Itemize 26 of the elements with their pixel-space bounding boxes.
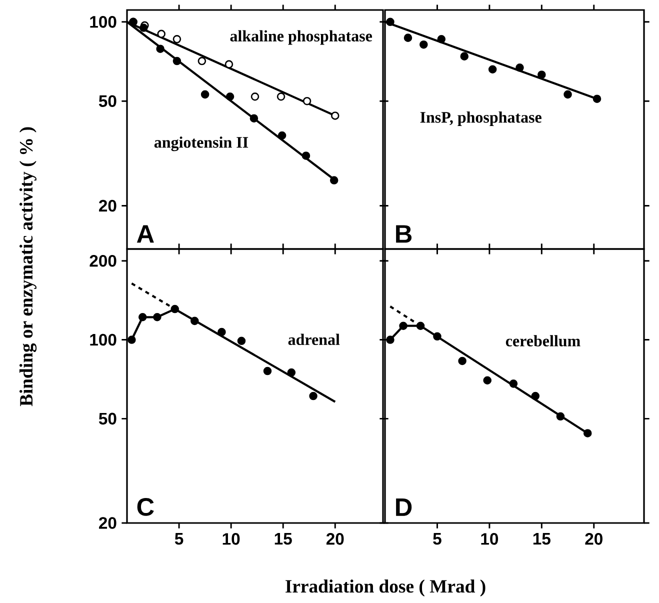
y-tick-label: 50 [98, 95, 116, 107]
x-tick-label: 5 [433, 533, 442, 545]
x-tick-label: 20 [326, 533, 344, 545]
y-tick-label: 20 [99, 200, 116, 212]
y-axis-title: Binding or enzymatic activity ( % ) [19, 127, 37, 406]
y-tick-label: 200 [90, 254, 116, 267]
y-tick-label: 100 [90, 16, 116, 28]
annotation: A [136, 225, 154, 243]
y-tick-label: 50 [98, 412, 116, 425]
annotation: C [137, 498, 154, 516]
x-tick-label: 10 [222, 533, 240, 545]
x-tick-label: 5 [174, 533, 184, 545]
annotation: alkaline phosphatase [230, 30, 372, 45]
x-tick-label: 20 [585, 533, 602, 545]
y-tick-label: 20 [99, 517, 116, 529]
annotation: B [396, 225, 412, 243]
x-tick-label: 10 [481, 533, 498, 545]
x-tick-label: 15 [533, 533, 550, 545]
annotation: angiotensin II [154, 136, 248, 152]
x-axis-title: Irradiation dose ( Mrad ) [286, 580, 486, 596]
annotation: D [396, 498, 412, 516]
y-tick-label: 100 [90, 334, 116, 346]
annotation: InsP, phosphatase [420, 111, 542, 126]
annotation: adrenal [288, 334, 340, 346]
x-tick-label: 15 [274, 533, 292, 545]
annotation: cerebellum [506, 335, 580, 346]
